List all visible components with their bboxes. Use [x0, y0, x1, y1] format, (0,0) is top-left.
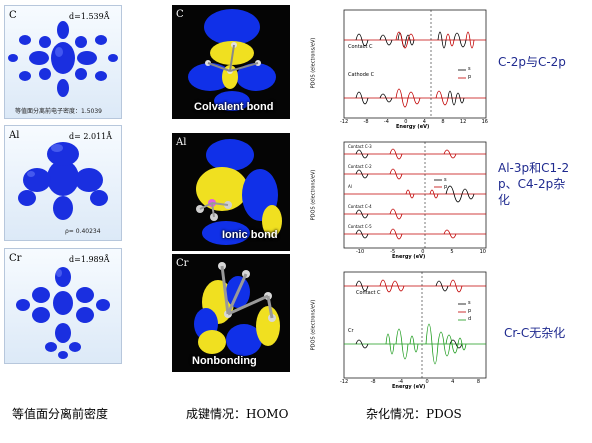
tick-label: -4 — [398, 379, 404, 385]
side-label-al: Al-3p和C1-2 p、C4-2p杂 化 — [498, 160, 569, 208]
tick-label: 10 — [479, 249, 486, 255]
pdos-ylabel: PDOS (electrons/eV) — [310, 169, 317, 221]
pdos-row-label: Contact C-5 — [348, 224, 372, 229]
density-isosurface — [16, 267, 110, 359]
tick-label: -8 — [363, 119, 369, 125]
pdos-ylabel: PDOS (electrons/eV) — [310, 37, 317, 89]
pdos-row-label: Cr — [348, 328, 354, 334]
density-panel-c: C d=1.539Å 等值面分离前电子密度：1.5039 — [4, 5, 122, 119]
density-note: ρ= 0.40234 — [65, 228, 101, 235]
tick-label: 0 — [425, 379, 429, 385]
density-panel-cr: Cr d=1.989Å — [4, 248, 122, 364]
pdos-legend: p — [468, 308, 472, 314]
element-label: C — [176, 9, 184, 20]
pdos-legend: s — [468, 300, 471, 306]
pdos-svg — [343, 141, 487, 249]
homo-panel-cr: Cr Nonbonding — [172, 254, 290, 372]
homo-panel-al: Al Ionic bond — [172, 133, 290, 251]
pdos-row-label: Contact C-2 — [348, 164, 372, 169]
element-label: Cr — [9, 253, 22, 264]
tick-label: -10 — [356, 249, 365, 255]
tick-label: -12 — [340, 119, 349, 125]
bond-type-label: Ionic bond — [222, 229, 278, 241]
pdos-plot-cr: PDOS (electrons/eV) Contact C Cr s p d -… — [310, 270, 490, 390]
side-label-text: 化 — [498, 193, 511, 207]
pdos-legend: d — [468, 316, 472, 322]
homo-orbital — [194, 262, 280, 356]
element-label: C — [9, 10, 17, 21]
side-label-text: Al-3p和C1-2 — [498, 161, 570, 175]
pdos-row-label: Contact C-4 — [348, 204, 372, 209]
bond-length: d= 2.011Å — [69, 132, 113, 141]
density-panel-al: Al d= 2.011Å ρ= 0.40234 — [4, 125, 122, 241]
pdos-ticks: -10 -5 0 5 10 — [356, 249, 486, 255]
tick-label: -12 — [340, 379, 349, 385]
side-label-cr: Cr-C无杂化 — [504, 325, 565, 341]
tick-label: -8 — [370, 379, 376, 385]
pdos-xlabel: Energy (eV) — [392, 254, 426, 260]
pdos-xlabel: Energy (eV) — [392, 384, 426, 390]
side-label-text: p、C4-2p杂 — [498, 177, 566, 191]
density-note: 等值面分离前电子密度：1.5039 — [15, 108, 102, 115]
side-label-text: Cr-C无杂化 — [504, 326, 566, 340]
tick-label: 8 — [476, 379, 480, 385]
pdos-legend: s — [444, 177, 447, 183]
bond-type-label: Colvalent bond — [194, 101, 274, 113]
tick-label: -4 — [383, 119, 389, 125]
caption-density: 等值面分离前密度 — [12, 407, 109, 421]
pdos-ticks: -12 -8 -4 0 4 8 — [340, 379, 480, 385]
pdos-plot-c: PDOS (electrons/eV) Contact C Cathode C … — [310, 8, 490, 130]
bond-length: d=1.539Å — [69, 12, 110, 21]
tick-label: 16 — [481, 119, 488, 125]
tick-label: 0 — [404, 119, 408, 125]
caption-pdos: 杂化情况：PDOS — [366, 407, 462, 421]
pdos-legend: s — [468, 66, 471, 72]
tick-label: -5 — [390, 249, 396, 255]
pdos-row-label: Cathode C — [348, 72, 375, 78]
homo-orbital — [188, 9, 276, 111]
pdos-ticks: -12 -8 -4 0 4 8 12 16 — [340, 119, 488, 125]
pdos-row-label: Contact C — [356, 290, 381, 296]
element-label: Al — [9, 130, 20, 141]
tick-label: 0 — [421, 249, 425, 255]
pdos-svg — [343, 271, 487, 379]
pdos-row-label: Contact C — [348, 44, 373, 50]
element-label: Al — [176, 137, 187, 148]
pdos-legend: p — [468, 74, 472, 80]
pdos-ylabel: PDOS (electrons/eV) — [310, 299, 317, 351]
pdos-row-label: Contact C-3 — [348, 144, 372, 149]
pdos-plot-al: PDOS (electrons/eV) Contact C-3 Contact … — [310, 140, 490, 260]
side-label-text: C-2p与C-2p — [498, 55, 566, 69]
tick-label: 4 — [451, 379, 455, 385]
side-label-c: C-2p与C-2p — [498, 54, 566, 70]
pdos-xlabel: Energy (eV) — [396, 124, 430, 130]
element-label: Cr — [176, 258, 189, 269]
tick-label: 5 — [450, 249, 454, 255]
pdos-legend: p — [444, 184, 448, 190]
homo-orbital — [196, 139, 282, 245]
homo-panel-c: C Colvalent bond — [172, 5, 290, 119]
pdos-svg — [343, 9, 487, 119]
density-isosurface — [18, 142, 108, 220]
tick-label: 8 — [441, 119, 445, 125]
caption-homo: 成键情况：HOMO — [186, 407, 289, 421]
pdos-row-label: Al — [348, 184, 352, 189]
tick-label: 12 — [459, 119, 467, 125]
tick-label: 4 — [422, 119, 426, 125]
bond-length: d=1.989Å — [69, 255, 110, 264]
bond-type-label: Nonbonding — [192, 355, 257, 367]
density-isosurface — [8, 21, 118, 97]
